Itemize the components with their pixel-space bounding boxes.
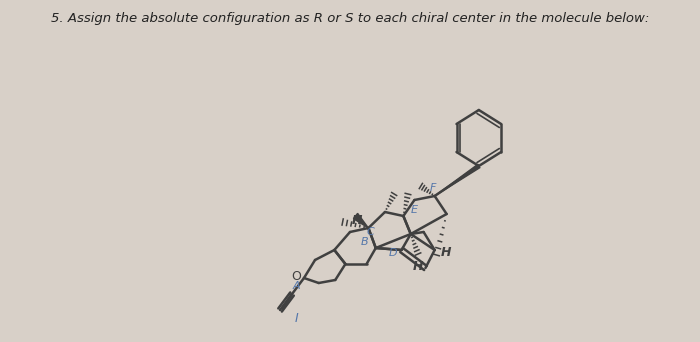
Text: 5. Assign the absolute configuration as R or S to each chiral center in the mole: 5. Assign the absolute configuration as … [51, 12, 649, 25]
Text: I: I [295, 312, 298, 325]
Text: H: H [413, 260, 424, 273]
Text: O: O [292, 269, 302, 282]
Text: D: D [389, 248, 398, 258]
Polygon shape [435, 164, 480, 196]
Text: A: A [293, 281, 300, 291]
Polygon shape [354, 213, 368, 228]
Text: E: E [411, 205, 418, 215]
Text: H: H [440, 246, 451, 259]
Text: B: B [361, 237, 368, 247]
Text: H: H [352, 213, 363, 226]
Text: F: F [430, 183, 436, 193]
Text: C: C [366, 227, 374, 237]
